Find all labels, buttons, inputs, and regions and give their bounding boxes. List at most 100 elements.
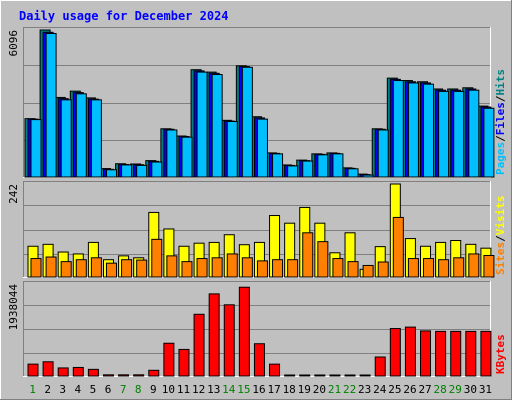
x-tick-label-29: 29: [449, 383, 462, 396]
bar-kbytes-day-25: [389, 328, 401, 377]
x-tick-label-10: 10: [162, 383, 175, 396]
x-tick-label-6: 6: [105, 383, 112, 396]
bar-pages-day-23: [362, 174, 374, 178]
bar-kbytes-day-10: [163, 342, 175, 377]
legend-entry: KBytes: [494, 334, 507, 374]
bar-sites-day-19: [302, 232, 314, 278]
bar-sites-day-11: [181, 261, 193, 278]
bar-sites-day-28: [438, 259, 450, 278]
bar-sites-day-15: [241, 257, 253, 278]
x-tick-label-23: 23: [358, 383, 371, 396]
bar-pages-day-21: [332, 153, 344, 178]
bar-kbytes-day-8: [133, 374, 145, 377]
bar-sites-day-26: [407, 258, 419, 278]
x-tick-label-16: 16: [252, 383, 265, 396]
legend-entry: /: [494, 135, 507, 142]
legend-entry: Visits: [494, 196, 507, 236]
bar-kbytes-day-17: [269, 363, 281, 377]
bar-kbytes-day-3: [57, 367, 69, 377]
x-tick-label-14: 14: [222, 383, 236, 396]
x-tick-label-13: 13: [207, 383, 220, 396]
bar-sites-day-16: [256, 260, 268, 278]
bar-kbytes-day-5: [87, 368, 99, 377]
bar-sites-day-24: [377, 261, 389, 278]
x-tick-label-4: 4: [75, 383, 82, 396]
bar-sites-day-18: [287, 259, 299, 278]
bar-pages-day-8: [136, 164, 148, 178]
x-tick-label-11: 11: [177, 383, 190, 396]
bar-sites-day-1: [30, 258, 42, 278]
bar-pages-day-24: [377, 129, 389, 178]
x-tick-label-1: 1: [29, 383, 36, 396]
bar-kbytes-day-16: [253, 343, 265, 377]
chart-panels: 6096Pages/Files/Hits242Sites/Visits19380…: [7, 27, 507, 396]
x-tick-label-24: 24: [373, 383, 387, 396]
bar-sites-day-22: [347, 261, 359, 278]
x-tick-label-30: 30: [464, 383, 477, 396]
panel-bottom-legend: KBytes: [494, 334, 507, 374]
bar-pages-day-28: [438, 90, 450, 178]
bar-pages-day-26: [407, 82, 419, 178]
bar-kbytes-day-31: [480, 330, 492, 377]
bar-kbytes-day-1: [27, 363, 39, 377]
panel-top-legend: Pages/Files/Hits: [494, 69, 507, 175]
legend-entry: /: [494, 235, 507, 242]
bar-pages-day-14: [226, 121, 238, 178]
bar-pages-day-16: [256, 118, 268, 178]
bar-kbytes-day-24: [374, 356, 386, 377]
bar-pages-day-7: [121, 164, 133, 178]
bar-sites-day-2: [45, 256, 57, 278]
bar-pages-day-29: [453, 90, 465, 178]
x-tick-label-25: 25: [388, 383, 401, 396]
bar-sites-day-29: [453, 257, 465, 278]
x-tick-label-19: 19: [298, 383, 311, 396]
x-tick-label-15: 15: [237, 383, 250, 396]
bar-sites-day-9: [151, 238, 163, 278]
x-tick-label-20: 20: [313, 383, 326, 396]
bar-sites-day-8: [136, 259, 148, 278]
bar-kbytes-day-23: [359, 374, 371, 377]
bar-sites-day-12: [196, 258, 208, 278]
x-tick-label-5: 5: [90, 383, 97, 396]
bar-pages-day-18: [287, 165, 299, 178]
bar-kbytes-day-14: [223, 304, 235, 377]
legend-entry: Pages: [494, 142, 507, 175]
panel-middle-legend: Sites/Visits: [494, 196, 507, 276]
chart-title: Daily usage for December 2024: [19, 9, 229, 23]
bar-pages-day-3: [60, 99, 72, 178]
bar-kbytes-day-12: [193, 313, 205, 377]
bar-pages-day-9: [151, 161, 163, 178]
x-tick-label-8: 8: [135, 383, 142, 396]
bar-sites-day-17: [272, 259, 284, 278]
bar-pages-day-17: [272, 153, 284, 178]
bar-kbytes-day-30: [465, 330, 477, 377]
panel-top-ymax-label: 6096: [7, 30, 20, 57]
bar-pages-day-6: [105, 169, 117, 178]
bar-kbytes-day-18: [284, 374, 296, 377]
x-tick-label-22: 22: [343, 383, 356, 396]
bar-sites-day-27: [423, 258, 435, 278]
bar-pages-day-22: [347, 168, 359, 178]
bar-pages-day-1: [30, 119, 42, 178]
x-tick-label-28: 28: [434, 383, 447, 396]
bar-sites-day-3: [60, 261, 72, 278]
bar-pages-day-19: [302, 160, 314, 178]
x-tick-label-21: 21: [328, 383, 341, 396]
bar-sites-day-5: [90, 257, 102, 278]
bar-pages-day-5: [90, 99, 102, 178]
bar-pages-day-27: [423, 83, 435, 178]
bar-kbytes-day-21: [329, 374, 341, 377]
x-tick-label-26: 26: [403, 383, 416, 396]
bar-kbytes-day-29: [450, 330, 462, 377]
bar-sites-day-13: [211, 257, 223, 278]
bar-sites-day-20: [317, 241, 329, 278]
bar-sites-day-4: [75, 259, 87, 278]
legend-entry: Files: [494, 102, 507, 135]
x-tick-label-7: 7: [120, 383, 127, 396]
bar-pages-day-25: [392, 80, 404, 178]
legend-entry: Sites: [494, 242, 507, 275]
bar-kbytes-day-6: [102, 374, 114, 377]
bar-sites-day-21: [332, 258, 344, 278]
bar-pages-day-15: [241, 66, 253, 178]
bar-kbytes-day-15: [238, 286, 250, 377]
